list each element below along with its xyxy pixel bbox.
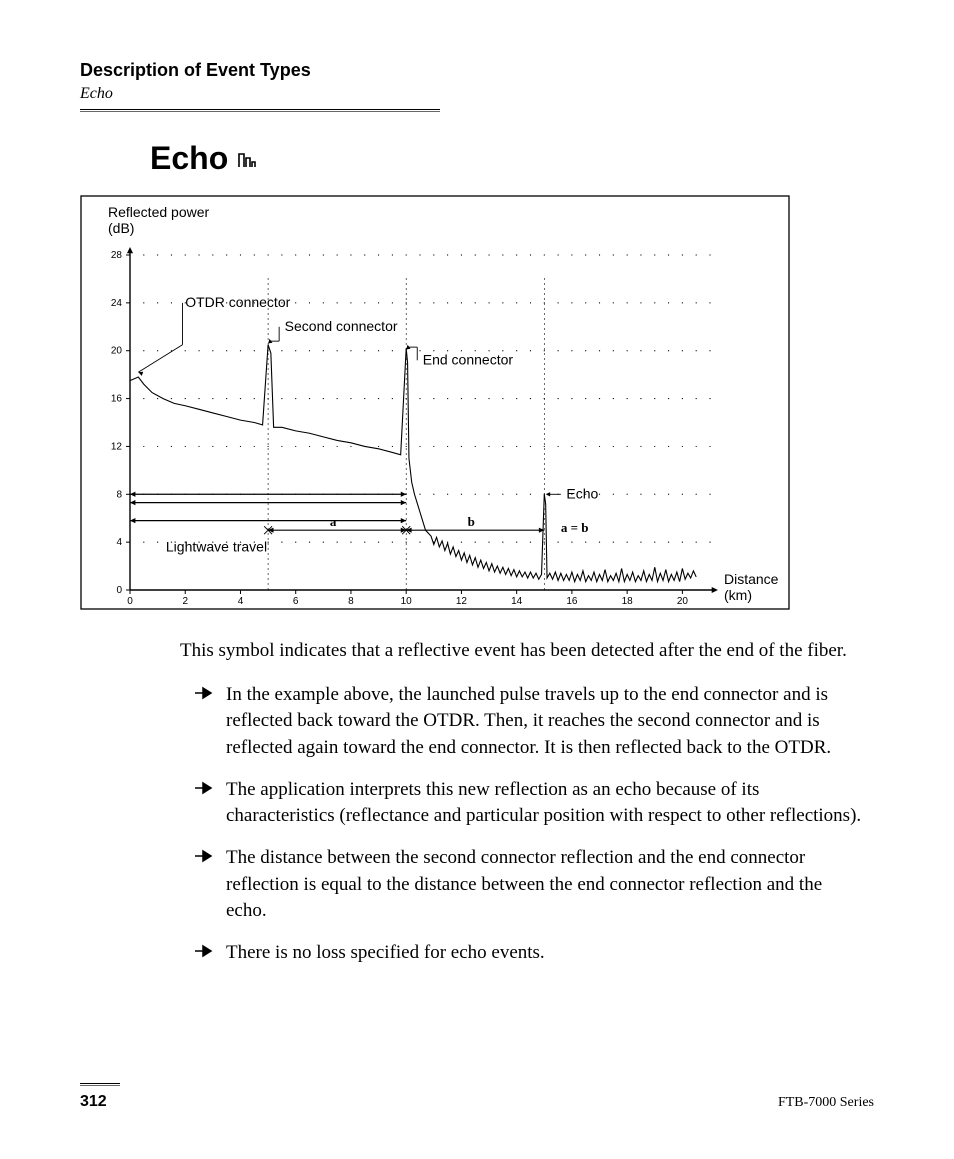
series-name: FTB-7000 Series xyxy=(778,1095,874,1111)
bullet-list: In the example above, the launched pulse… xyxy=(180,682,864,966)
page-header: Description of Event Types Echo xyxy=(80,60,874,112)
bullet-arrow-icon xyxy=(194,686,214,700)
header-subtitle: Echo xyxy=(80,85,874,103)
svg-text:16: 16 xyxy=(111,394,123,405)
svg-text:Reflected power: Reflected power xyxy=(108,204,210,220)
bullet-item: There is no loss specified for echo even… xyxy=(194,940,864,966)
svg-text:10: 10 xyxy=(401,596,413,607)
body-text: This symbol indicates that a reflective … xyxy=(180,638,864,966)
footer-rule xyxy=(80,1083,120,1086)
bullet-item: The distance between the second connecto… xyxy=(194,845,864,924)
svg-text:20: 20 xyxy=(677,596,689,607)
svg-text:28: 28 xyxy=(111,250,123,261)
section-title: Echo xyxy=(150,140,228,177)
bullet-item: In the example above, the launched pulse… xyxy=(194,682,864,761)
svg-text:14: 14 xyxy=(511,596,523,607)
svg-text:20: 20 xyxy=(111,346,123,357)
svg-text:Second connector: Second connector xyxy=(285,318,398,334)
svg-text:a: a xyxy=(330,514,337,529)
svg-text:16: 16 xyxy=(566,596,578,607)
bullet-text: The application interprets this new refl… xyxy=(226,779,861,826)
header-title: Description of Event Types xyxy=(80,60,874,81)
svg-text:OTDR connector: OTDR connector xyxy=(185,294,290,310)
bullet-item: The application interprets this new refl… xyxy=(194,777,864,829)
bullet-arrow-icon xyxy=(194,849,214,863)
svg-text:(km): (km) xyxy=(724,587,752,603)
echo-icon xyxy=(238,151,268,169)
page-footer: 312 FTB-7000 Series xyxy=(80,1093,874,1111)
section-heading: Echo xyxy=(150,140,874,177)
svg-text:Distance: Distance xyxy=(724,571,779,587)
svg-text:b: b xyxy=(468,514,475,529)
bullet-arrow-icon xyxy=(194,781,214,795)
svg-text:0: 0 xyxy=(127,596,133,607)
header-rule xyxy=(80,109,440,112)
svg-text:12: 12 xyxy=(111,441,123,452)
svg-text:8: 8 xyxy=(348,596,354,607)
echo-chart: 024681012141618200481216202428Reflected … xyxy=(80,195,790,610)
svg-text:4: 4 xyxy=(116,537,122,548)
svg-text:Echo: Echo xyxy=(566,485,598,501)
chart-svg: 024681012141618200481216202428Reflected … xyxy=(80,195,790,610)
svg-text:End connector: End connector xyxy=(423,351,514,367)
svg-text:(dB): (dB) xyxy=(108,220,134,236)
bullet-text: In the example above, the launched pulse… xyxy=(226,684,831,757)
svg-text:12: 12 xyxy=(456,596,468,607)
svg-text:2: 2 xyxy=(182,596,188,607)
svg-text:8: 8 xyxy=(116,489,122,500)
svg-text:a = b: a = b xyxy=(561,520,589,535)
svg-text:6: 6 xyxy=(293,596,299,607)
svg-text:0: 0 xyxy=(116,585,122,596)
svg-text:4: 4 xyxy=(238,596,244,607)
bullet-text: There is no loss specified for echo even… xyxy=(226,942,545,963)
svg-text:24: 24 xyxy=(111,298,123,309)
page-number: 312 xyxy=(80,1093,107,1110)
intro-paragraph: This symbol indicates that a reflective … xyxy=(180,638,864,664)
svg-text:18: 18 xyxy=(622,596,634,607)
bullet-arrow-icon xyxy=(194,944,214,958)
svg-text:Lightwave travel: Lightwave travel xyxy=(166,539,267,555)
bullet-text: The distance between the second connecto… xyxy=(226,847,822,920)
